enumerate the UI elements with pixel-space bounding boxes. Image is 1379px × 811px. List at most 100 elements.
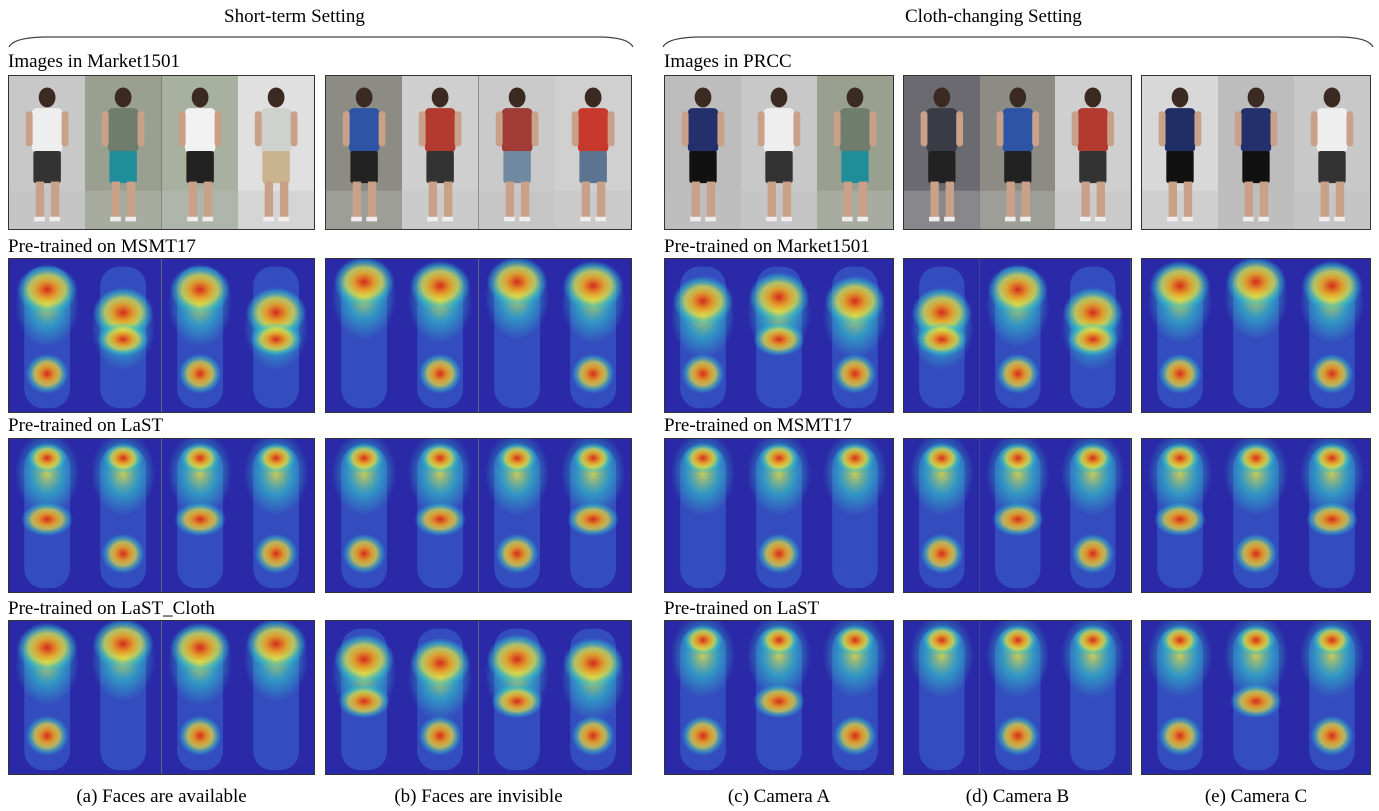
heatmap-group-c-row-2 (664, 258, 894, 413)
person-heatmap (1294, 259, 1370, 412)
person-heatmap (85, 621, 162, 774)
person-heatmap (979, 259, 1056, 412)
photo-group-c-row-1 (664, 75, 894, 230)
person-heatmap (237, 439, 314, 592)
person-heatmap (237, 259, 314, 412)
person-heatmap (478, 621, 555, 774)
person-photo (1294, 76, 1370, 229)
heatmap-group-d-row-2 (903, 258, 1132, 413)
row-label-market1501-images: Images in Market1501 (8, 51, 181, 72)
heatmap-group-a-row-3 (8, 438, 315, 593)
person-heatmap (1218, 621, 1294, 774)
person-heatmap (665, 621, 741, 774)
person-heatmap (741, 259, 817, 412)
heatmap-group-d-row-4 (903, 620, 1132, 775)
person-heatmap (161, 439, 238, 592)
person-heatmap (817, 621, 893, 774)
person-heatmap (402, 259, 479, 412)
row-label-right-msmt17: Pre-trained on MSMT17 (664, 415, 852, 436)
short-term-setting-title: Short-term Setting (224, 6, 365, 27)
person-photo (478, 76, 555, 229)
person-heatmap (817, 439, 893, 592)
person-heatmap (665, 259, 741, 412)
person-heatmap (9, 259, 86, 412)
person-heatmap (1142, 621, 1218, 774)
photo-group-d-row-1 (903, 75, 1132, 230)
person-heatmap (326, 439, 403, 592)
cloth-changing-setting-title: Cloth-changing Setting (905, 6, 1082, 27)
person-heatmap (979, 439, 1056, 592)
person-heatmap (161, 259, 238, 412)
person-photo (161, 76, 238, 229)
person-heatmap (402, 621, 479, 774)
person-heatmap (478, 439, 555, 592)
caption-c: (c) Camera A (727, 786, 831, 807)
person-photo (904, 76, 980, 229)
heatmap-group-e-row-3 (1141, 438, 1371, 593)
person-photo (741, 76, 817, 229)
person-heatmap (1294, 621, 1370, 774)
person-heatmap (161, 621, 238, 774)
person-heatmap (1218, 259, 1294, 412)
person-photo (554, 76, 631, 229)
photo-group-a-row-1 (8, 75, 315, 230)
heatmap-group-c-row-3 (664, 438, 894, 593)
person-heatmap (1142, 439, 1218, 592)
heatmap-group-b-row-3 (325, 438, 632, 593)
person-heatmap (1055, 259, 1131, 412)
right-section-brace (662, 36, 1374, 48)
caption-a: (a) Faces are available (76, 786, 247, 807)
person-heatmap (9, 439, 86, 592)
caption-b: (b) Faces are invisible (394, 786, 563, 807)
person-heatmap (326, 259, 403, 412)
row-label-right-last: Pre-trained on LaST (664, 598, 820, 619)
heatmap-group-e-row-2 (1141, 258, 1371, 413)
person-heatmap (904, 259, 980, 412)
person-photo (85, 76, 162, 229)
heatmap-group-d-row-3 (903, 438, 1132, 593)
person-heatmap (741, 439, 817, 592)
person-photo (9, 76, 86, 229)
photo-group-e-row-1 (1141, 75, 1371, 230)
heatmap-group-a-row-4 (8, 620, 315, 775)
row-label-left-last-cloth: Pre-trained on LaST_Cloth (8, 598, 215, 619)
photo-group-b-row-1 (325, 75, 632, 230)
heatmap-group-e-row-4 (1141, 620, 1371, 775)
person-heatmap (665, 439, 741, 592)
person-photo (1218, 76, 1294, 229)
heatmap-group-c-row-4 (664, 620, 894, 775)
person-heatmap (904, 439, 980, 592)
person-photo (1142, 76, 1218, 229)
heatmap-group-a-row-2 (8, 258, 315, 413)
person-photo (979, 76, 1056, 229)
heatmap-group-b-row-4 (325, 620, 632, 775)
person-heatmap (554, 621, 631, 774)
heatmap-group-b-row-2 (325, 258, 632, 413)
person-photo (402, 76, 479, 229)
person-heatmap (1142, 259, 1218, 412)
person-heatmap (554, 259, 631, 412)
person-photo (1055, 76, 1131, 229)
person-heatmap (741, 621, 817, 774)
person-heatmap (1055, 439, 1131, 592)
caption-e: (e) Camera C (1204, 786, 1308, 807)
person-heatmap (1055, 621, 1131, 774)
row-label-left-msmt17: Pre-trained on MSMT17 (8, 236, 196, 257)
person-heatmap (979, 621, 1056, 774)
person-heatmap (1218, 439, 1294, 592)
person-photo (326, 76, 403, 229)
person-heatmap (326, 621, 403, 774)
person-heatmap (85, 259, 162, 412)
person-photo (665, 76, 741, 229)
person-photo (237, 76, 314, 229)
caption-d: (d) Camera B (965, 786, 1070, 807)
person-heatmap (1294, 439, 1370, 592)
person-heatmap (9, 621, 86, 774)
person-heatmap (817, 259, 893, 412)
person-heatmap (554, 439, 631, 592)
person-heatmap (237, 621, 314, 774)
row-label-left-last: Pre-trained on LaST (8, 415, 164, 436)
person-heatmap (85, 439, 162, 592)
person-heatmap (402, 439, 479, 592)
left-section-brace (8, 36, 634, 48)
